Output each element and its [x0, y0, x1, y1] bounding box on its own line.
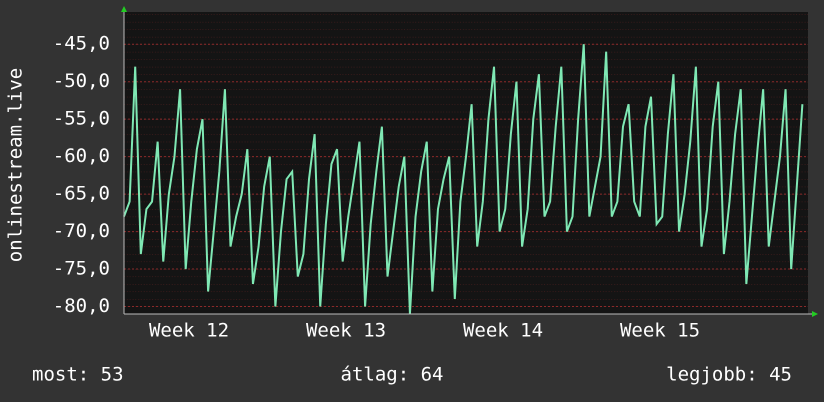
x-tick-label: Week 13: [306, 320, 386, 342]
data-line: [123, 44, 804, 315]
x-tick-label: Week 12: [149, 320, 229, 342]
y-tick-label: -75,0: [53, 258, 110, 280]
y-tick-label: -50,0: [53, 70, 110, 92]
y-tick-label: -70,0: [53, 220, 110, 242]
y-arrow: [121, 6, 127, 12]
footer-best: legjobb: 45: [666, 364, 792, 386]
x-arrow: [812, 311, 818, 317]
x-tick-label: Week 14: [463, 320, 543, 342]
x-tick-label: Week 15: [620, 320, 700, 342]
y-tick-label: -80,0: [53, 295, 110, 317]
y-tick-label: -45,0: [53, 33, 110, 55]
footer-now: most: 53: [32, 364, 124, 386]
footer-avg: átlag: 64: [341, 364, 444, 386]
y-axis-title: onlinestream.live: [5, 68, 27, 262]
y-tick-label: -55,0: [53, 108, 110, 130]
y-tick-label: -65,0: [53, 183, 110, 205]
y-tick-label: -60,0: [53, 145, 110, 167]
axes: [121, 6, 818, 317]
